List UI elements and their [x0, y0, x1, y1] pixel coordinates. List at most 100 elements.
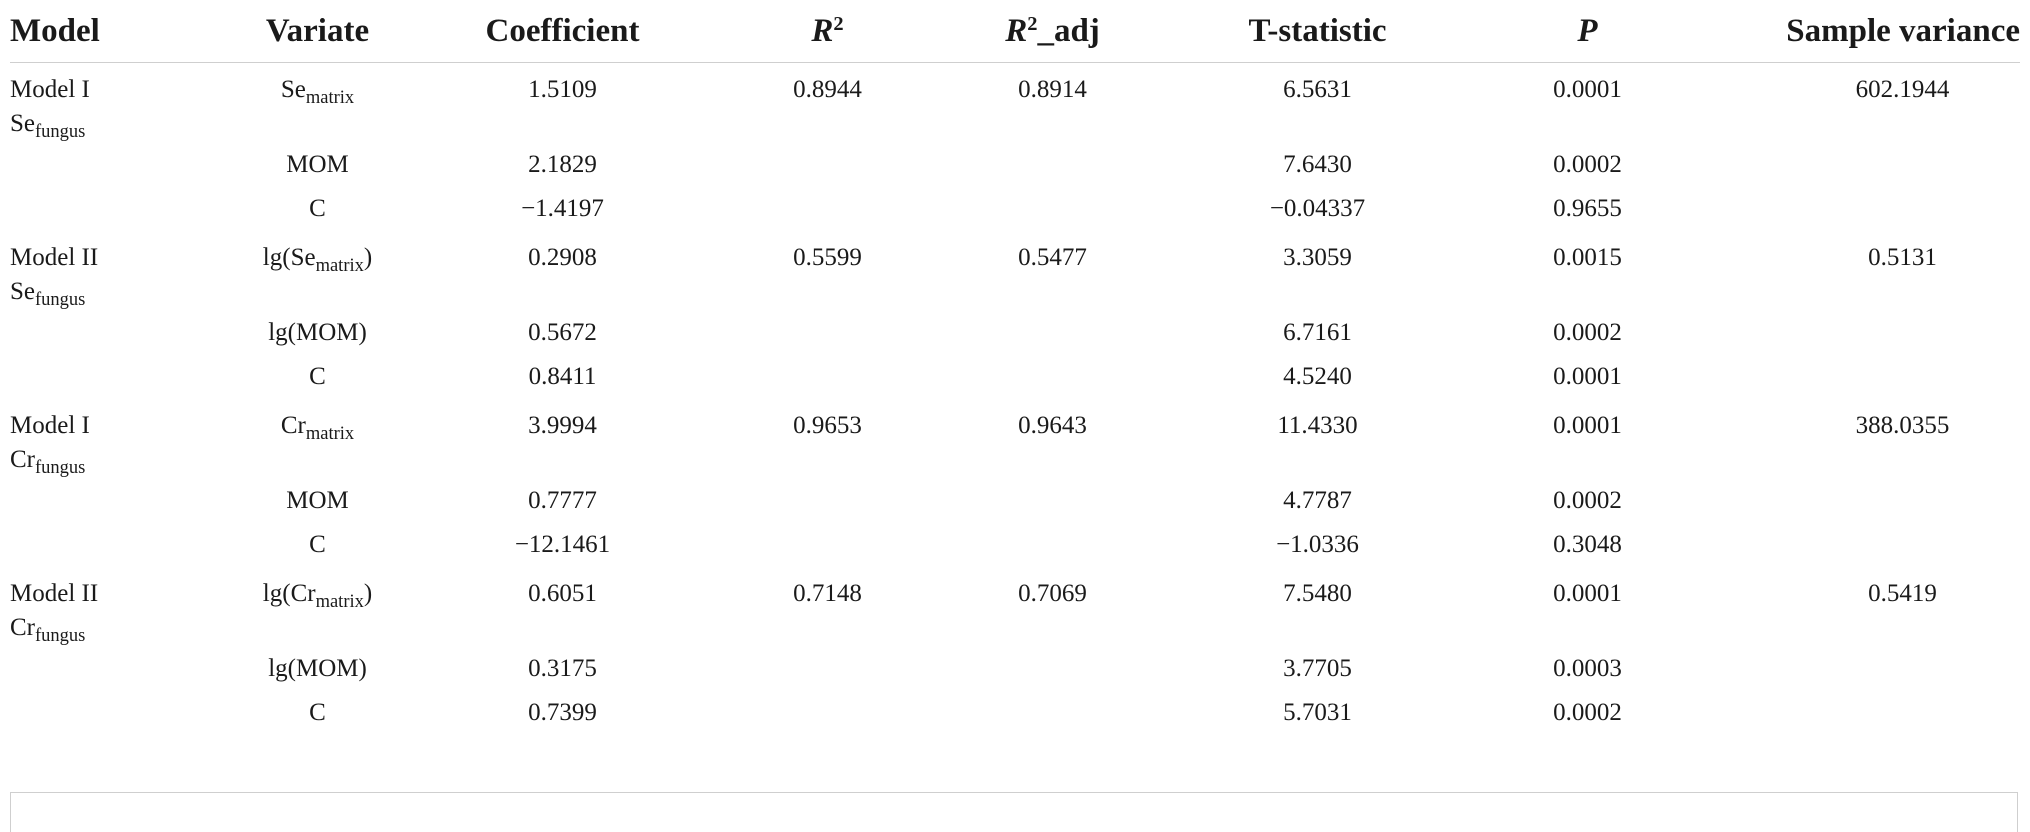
- r2-adj-cell: 0.9643: [1018, 412, 1087, 439]
- variate-cell: lg(Sematrix): [225, 241, 410, 311]
- t-statistic-cell: 11.4330: [1277, 412, 1358, 439]
- sample-variance-cell: 0.5419: [1868, 580, 1937, 607]
- p-value-cell: 0.0001: [1553, 363, 1622, 390]
- r2-cell: 0.8944: [793, 76, 862, 103]
- variate-cell: C: [225, 696, 410, 730]
- variate-base: C: [309, 699, 326, 726]
- r2-adj-cell: 0.7069: [1018, 580, 1087, 607]
- p-value-cell: 0.0001: [1553, 76, 1622, 103]
- model-cell: Model II Crfungus: [10, 577, 225, 647]
- p-value-cell: 0.0002: [1553, 699, 1622, 726]
- table-row: C −12.1461 −1.0336 0.3048: [10, 523, 2020, 567]
- header-p: P: [1577, 13, 1598, 49]
- table-header-row: Model Variate Coefficient R2 R2_adj T-st…: [10, 0, 2020, 63]
- model-target-sub: fungus: [35, 625, 86, 646]
- variate-cell: C: [225, 192, 410, 226]
- t-statistic-cell: 3.7705: [1283, 655, 1352, 682]
- sample-variance-cell: 0.5131: [1868, 244, 1937, 271]
- p-value-cell: 0.0001: [1553, 580, 1622, 607]
- coefficient-cell: 1.5109: [528, 76, 597, 103]
- sample-variance-cell: 602.1944: [1855, 76, 1950, 103]
- t-statistic-cell: 7.6430: [1283, 151, 1352, 178]
- model-target: Crfungus: [10, 611, 225, 645]
- p-value-cell: 0.9655: [1553, 195, 1622, 222]
- header-r2adj-sup: 2: [1027, 12, 1038, 35]
- model-target: Sefungus: [10, 275, 225, 309]
- model-target-sub: fungus: [35, 121, 86, 142]
- header-model: Model: [10, 13, 100, 49]
- variate-cell: MOM: [225, 148, 410, 182]
- sample-variance-cell: 388.0355: [1855, 412, 1950, 439]
- variate-base: lg(Cr: [262, 580, 316, 607]
- model-name: Model II: [10, 244, 99, 271]
- p-value-cell: 0.0001: [1553, 412, 1622, 439]
- variate-base: MOM: [286, 151, 349, 178]
- t-statistic-cell: −1.0336: [1276, 531, 1359, 558]
- model-target-base: Cr: [10, 614, 35, 641]
- table-row: Model II Crfungus lg(Crmatrix) 0.6051 0.7148…: [10, 567, 2020, 647]
- t-statistic-cell: 6.5631: [1283, 76, 1352, 103]
- variate-cell: lg(MOM): [225, 652, 410, 686]
- t-statistic-cell: 4.7787: [1283, 487, 1352, 514]
- variate-base: MOM: [286, 487, 349, 514]
- coefficient-cell: −12.1461: [514, 531, 611, 558]
- p-value-cell: 0.0015: [1553, 244, 1622, 271]
- r2-cell: 0.7148: [793, 580, 862, 607]
- t-statistic-cell: −0.04337: [1269, 195, 1366, 222]
- table-row: MOM 0.7777 4.7787 0.0002: [10, 479, 2020, 523]
- variate-sub: matrix: [305, 87, 355, 108]
- p-value-cell: 0.3048: [1553, 531, 1622, 558]
- coefficient-cell: 0.7399: [528, 699, 597, 726]
- variate-cell: lg(MOM): [225, 316, 410, 350]
- model-target-sub: fungus: [35, 457, 86, 478]
- model-cell: Model II Sefungus: [10, 241, 225, 311]
- coefficient-cell: 0.6051: [528, 580, 597, 607]
- table-row: C 0.7399 5.7031 0.0002: [10, 691, 2020, 735]
- variate-cell: Crmatrix: [225, 409, 410, 479]
- variate-cell: C: [225, 528, 410, 562]
- header-r2: R2: [715, 0, 940, 62]
- variate-cell: C: [225, 360, 410, 394]
- coefficient-cell: 0.3175: [528, 655, 597, 682]
- table-row: Model II Sefungus lg(Sematrix) 0.2908 0.5599…: [10, 231, 2020, 311]
- variate-base: lg(MOM): [268, 319, 367, 346]
- variate-cell: lg(Crmatrix): [225, 577, 410, 647]
- header-r2adj-suffix: _adj: [1037, 13, 1100, 49]
- variate-sub: matrix: [305, 423, 355, 444]
- model-name: Model I: [10, 76, 90, 103]
- t-statistic-cell: 7.5480: [1283, 580, 1352, 607]
- model-name: Model I: [10, 412, 90, 439]
- p-value-cell: 0.0002: [1553, 487, 1622, 514]
- model-cell: Model I Sefungus: [10, 73, 225, 143]
- table-row: Model I Crfungus Crmatrix 3.9994 0.9653 0.964…: [10, 399, 2020, 479]
- coefficient-cell: 2.1829: [528, 151, 597, 178]
- model-target-base: Cr: [10, 446, 35, 473]
- t-statistic-cell: 5.7031: [1283, 699, 1352, 726]
- variate-base: C: [309, 363, 326, 390]
- coefficient-cell: 0.2908: [528, 244, 597, 271]
- variate-post: ): [363, 244, 373, 271]
- p-value-cell: 0.0002: [1553, 319, 1622, 346]
- table-row: lg(MOM) 0.5672 6.7161 0.0002: [10, 311, 2020, 355]
- r2-cell: 0.9653: [793, 412, 862, 439]
- t-statistic-cell: 4.5240: [1283, 363, 1352, 390]
- header-r2adj-base: R: [1005, 13, 1028, 49]
- variate-base: C: [309, 531, 326, 558]
- coefficient-cell: 0.7777: [528, 487, 597, 514]
- r2-adj-cell: 0.8914: [1018, 76, 1087, 103]
- table-row: C 0.8411 4.5240 0.0001: [10, 355, 2020, 399]
- r2-cell: 0.5599: [793, 244, 862, 271]
- model-name: Model II: [10, 580, 99, 607]
- header-r2-sup: 2: [833, 12, 844, 35]
- variate-base: Se: [280, 76, 306, 103]
- table-row: Model I Sefungus Sematrix 1.5109 0.8944 0.891…: [10, 63, 2020, 143]
- header-coefficient: Coefficient: [485, 13, 640, 49]
- coefficient-cell: 0.5672: [528, 319, 597, 346]
- header-variate: Variate: [265, 13, 370, 49]
- variate-post: ): [363, 580, 373, 607]
- table-row: lg(MOM) 0.3175 3.7705 0.0003: [10, 647, 2020, 691]
- table-body: Model I Sefungus Sematrix 1.5109 0.8944 0.891…: [10, 63, 2020, 735]
- header-t-statistic: T-statistic: [1248, 13, 1387, 49]
- variate-cell: MOM: [225, 484, 410, 518]
- variate-sub: matrix: [315, 591, 364, 612]
